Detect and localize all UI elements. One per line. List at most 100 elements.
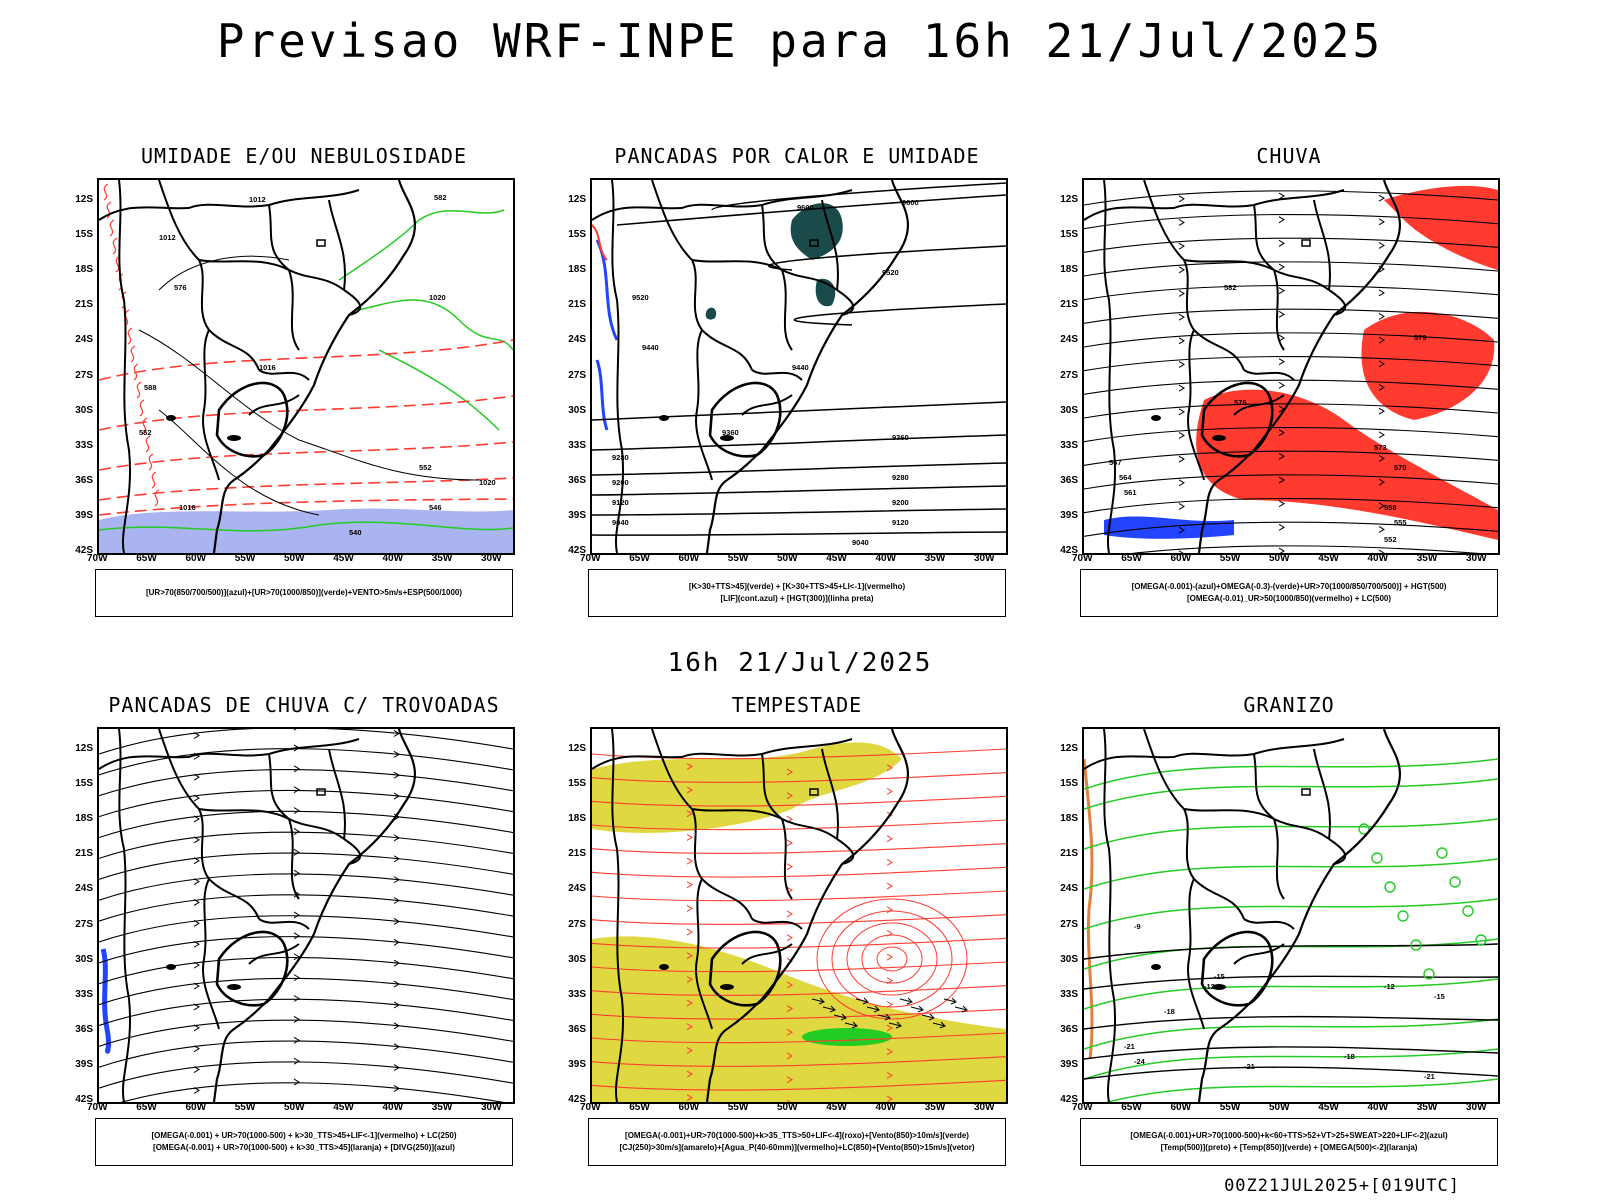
lon-tick-label: 35W	[924, 553, 946, 564]
contour-label: -18	[1164, 1007, 1175, 1016]
contour-label: 1020	[429, 293, 446, 302]
lon-tick-label: 65W	[629, 1102, 650, 1113]
legend-line: [OMEGA(-0.001) + UR>70(1000-500) + k>30_…	[151, 1131, 457, 1140]
lat-tick-label: 15S	[568, 229, 586, 241]
contour-label: 552	[419, 463, 432, 472]
contour-label: 9040	[612, 518, 629, 527]
lat-tick-label: 39S	[75, 509, 93, 521]
contour-label: 1012	[249, 195, 266, 204]
legend-umidade: [UR>70(850/700/500)](azul)+[UR>70(1000/8…	[95, 569, 513, 617]
contour-label: -15	[1214, 972, 1225, 981]
lon-tick-label: 70W	[1072, 1102, 1093, 1113]
lat-tick-label: 36S	[1060, 1023, 1078, 1035]
contour-label: -9	[1134, 922, 1141, 931]
lon-tick-label: 55W	[1219, 1102, 1241, 1113]
lat-tick-label: 18S	[568, 264, 586, 276]
contour-label: 555	[1394, 518, 1407, 527]
lon-tick-label: 65W	[1121, 553, 1142, 564]
lat-tick-label: 39S	[1060, 1058, 1078, 1070]
map-pancadas-calor: 9600 9600 9520 9520 9440 9440 9360 9360 9280 9280…	[590, 178, 1008, 555]
contour-label: 558	[1384, 503, 1397, 512]
lon-tick-label: 55W	[1219, 553, 1241, 564]
lon-tick-label: 45W	[826, 1102, 847, 1113]
lat-tick-label: 36S	[75, 1023, 93, 1035]
panel-title-trovoadas: PANCADAS DE CHUVA C/ TROVOADAS	[108, 693, 500, 717]
lon-tick-label: 35W	[1416, 1102, 1438, 1113]
contour-label: 579	[1414, 333, 1427, 342]
lat-tick-label: 12S	[75, 194, 93, 205]
map-granizo: -9 -12 -12 -15 -15 -18 -18 -21 -21 -21 -24	[1082, 727, 1500, 1104]
lon-tick-label: 45W	[333, 1102, 354, 1113]
legend-tempestade: [OMEGA(-0.001)+UR>70(1000-500)+k>35_TTS>…	[588, 1118, 1006, 1166]
lon-tick-label: 45W	[1318, 1102, 1339, 1113]
lat-tick-label: 42S	[75, 545, 93, 556]
lon-tick-label: 30W	[481, 553, 502, 564]
contour-label: 570	[1394, 463, 1407, 472]
lat-tick-label: 18S	[75, 264, 93, 276]
lon-tick-label: 60W	[185, 1102, 207, 1113]
legend-line: [CJ(250)>30m/s](amarelo)+[Agua_P(40-60mm…	[619, 1143, 975, 1152]
lon-tick-label: 30W	[1466, 1102, 1487, 1113]
contour-label: 552	[1384, 535, 1397, 544]
lat-tick-label: 15S	[1060, 778, 1078, 790]
lon-tick-label: 30W	[1466, 553, 1487, 564]
forecast-time-subtitle: 16h 21/Jul/2025	[667, 648, 933, 678]
lat-tick-label: 39S	[75, 1058, 93, 1070]
lat-tick-label: 36S	[568, 474, 586, 486]
lon-tick-label: 55W	[234, 553, 256, 564]
lat-tick-label: 27S	[1060, 918, 1078, 930]
forecast-title: Previsao WRF-INPE para 16h 21/Jul/2025	[216, 14, 1384, 68]
lon-tick-label: 55W	[727, 1102, 749, 1113]
lat-tick-label: 42S	[75, 1094, 93, 1105]
lon-tick-label: 45W	[333, 553, 354, 564]
lat-tick-label: 24S	[75, 883, 93, 895]
model-run-footer: 00Z21JUL2025+[019UTC]	[1224, 1176, 1460, 1196]
lat-tick-label: 18S	[1060, 813, 1078, 825]
lat-tick-label: 12S	[568, 743, 586, 754]
lon-tick-label: 50W	[777, 1102, 798, 1113]
contour-label: 9200	[612, 478, 629, 487]
contour-label: -21	[1424, 1072, 1435, 1081]
lat-tick-label: 21S	[1060, 299, 1078, 311]
lat-tick-label: 15S	[75, 229, 93, 241]
panel-title-pancadas-calor: PANCADAS POR CALOR E UMIDADE	[614, 144, 980, 168]
lat-tick-label: 21S	[1060, 848, 1078, 860]
lon-tick-label: 50W	[284, 553, 305, 564]
lon-tick-label: 40W	[875, 553, 897, 564]
lat-tick-label: 42S	[1060, 545, 1078, 556]
lon-tick-label: 60W	[1170, 1102, 1192, 1113]
lon-tick-label: 30W	[974, 1102, 995, 1113]
lat-tick-label: 27S	[75, 918, 93, 930]
lat-tick-label: 33S	[568, 988, 586, 1000]
lon-tick-label: 70W	[87, 553, 108, 564]
lat-tick-label: 39S	[1060, 509, 1078, 521]
lat-tick-label: 21S	[75, 299, 93, 311]
lat-tick-label: 21S	[568, 848, 586, 860]
lon-tick-label: 70W	[580, 553, 601, 564]
lat-tick-label: 27S	[75, 369, 93, 381]
lat-tick-label: 42S	[568, 1094, 586, 1105]
lat-tick-label: 33S	[1060, 439, 1078, 451]
lat-tick-label: 24S	[568, 883, 586, 895]
lat-tick-label: 18S	[1060, 264, 1078, 276]
lat-tick-label: 30S	[568, 404, 586, 416]
lon-tick-label: 40W	[1367, 553, 1389, 564]
lon-tick-label: 40W	[382, 553, 404, 564]
lat-tick-label: 30S	[75, 404, 93, 416]
contour-label: 9200	[892, 498, 909, 507]
lat-tick-label: 12S	[1060, 743, 1078, 754]
lat-tick-label: 27S	[1060, 369, 1078, 381]
contour-label: 9120	[612, 498, 629, 507]
lon-tick-label: 55W	[234, 1102, 256, 1113]
lon-tick-label: 40W	[382, 1102, 404, 1113]
legend-line: [OMEGA(-0.01)_UR>50(1000/850)(vermelho) …	[1186, 594, 1392, 603]
contour-label: 561	[1124, 488, 1137, 497]
lat-tick-label: 15S	[568, 778, 586, 790]
lat-tick-label: 12S	[568, 194, 586, 205]
lon-tick-label: 45W	[826, 553, 847, 564]
legend-line: [OMEGA(-0.001)-(azul)+OMEGA(-0.3)-(verde…	[1131, 582, 1447, 591]
contour-label: 567	[1109, 458, 1122, 467]
legend-line: [OMEGA(-0.001)+UR>70(1000-500)+k>35_TTS>…	[625, 1131, 969, 1140]
lon-tick-label: 35W	[431, 1102, 453, 1113]
contour-label: 546	[429, 503, 442, 512]
